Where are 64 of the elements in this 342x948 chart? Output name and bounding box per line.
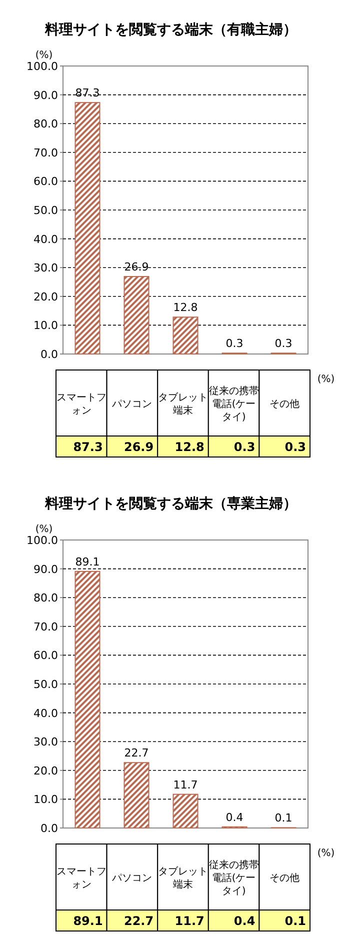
y-tick-label: 10.0 <box>34 793 58 806</box>
x-tick-label: 従来の携帯電話(ケータイ) <box>208 385 259 423</box>
x-tick-label: パソコン <box>111 873 152 884</box>
bar <box>124 762 150 828</box>
y-axis-title: (%) <box>35 50 53 61</box>
bar <box>124 276 150 354</box>
data-label: 0.1 <box>284 914 306 928</box>
data-label: 26.9 <box>124 440 154 454</box>
y-tick-label: 10.0 <box>34 319 58 332</box>
y-tick-label: 70.0 <box>34 620 58 634</box>
text: (%) <box>317 374 335 385</box>
x-tick-label: その他 <box>270 398 300 410</box>
text: 0.4 <box>226 810 244 824</box>
text: 0.1 <box>274 812 292 825</box>
bar <box>74 102 100 354</box>
chart-title: 料理サイトを閲覧する端末（有職主婦） <box>44 21 297 38</box>
y-tick-label: 70.0 <box>34 146 58 160</box>
data-label: 87.3 <box>73 440 103 454</box>
y-tick-label: 60.0 <box>34 649 58 662</box>
y-tick-label: 100.0 <box>26 534 58 547</box>
data-label: 22.7 <box>124 914 154 928</box>
data-label: 11.7 <box>174 914 204 928</box>
y-tick-label: 100.0 <box>26 60 58 73</box>
bar <box>172 316 198 354</box>
text: 22.7 <box>124 746 149 760</box>
data-label: 0.4 <box>234 914 256 928</box>
y-tick-label: 80.0 <box>34 592 58 605</box>
y-tick-label: 30.0 <box>34 736 58 749</box>
data-label: 0.3 <box>234 440 256 454</box>
y-tick-label: 0.0 <box>40 822 58 835</box>
y-tick-label: 40.0 <box>34 232 58 246</box>
y-tick-label: 90.0 <box>34 562 58 576</box>
y-tick-label: 60.0 <box>34 175 58 188</box>
y-tick-label: 0.0 <box>40 348 58 361</box>
x-tick-label: タブレット端末 <box>158 392 208 416</box>
y-tick-label: 40.0 <box>34 706 58 720</box>
x-tick-label: パソコン <box>111 399 152 410</box>
text: 0.3 <box>274 337 292 350</box>
chart-title: 料理サイトを閲覧する端末（専業主婦） <box>44 495 297 512</box>
text: 89.1 <box>75 555 100 568</box>
text: 87.3 <box>75 86 100 100</box>
x-tick-label: スマートフォン <box>56 866 106 890</box>
data-label: 12.8 <box>174 440 204 454</box>
bar <box>172 794 198 828</box>
y-tick-label: 50.0 <box>34 204 58 217</box>
y-tick-label: 80.0 <box>34 118 58 131</box>
y-tick-label: 20.0 <box>34 764 58 778</box>
y-tick-label: 90.0 <box>34 88 58 102</box>
data-label: 89.1 <box>73 914 103 928</box>
y-tick-label: 30.0 <box>34 262 58 275</box>
x-tick-label: タブレット端末 <box>158 866 208 890</box>
x-tick-label: その他 <box>270 872 300 884</box>
text: (%) <box>317 848 335 859</box>
y-tick-label: 20.0 <box>34 290 58 304</box>
text: 0.3 <box>226 337 244 350</box>
text: 26.9 <box>124 260 149 274</box>
bar <box>74 570 100 828</box>
x-tick-label: スマートフォン <box>56 392 106 416</box>
text: 12.8 <box>173 301 198 314</box>
data-label: 0.3 <box>284 440 306 454</box>
x-tick-label: 従来の携帯電話(ケータイ) <box>208 859 259 897</box>
y-tick-label: 50.0 <box>34 678 58 691</box>
y-axis-title: (%) <box>35 524 53 535</box>
text: 11.7 <box>173 778 198 792</box>
